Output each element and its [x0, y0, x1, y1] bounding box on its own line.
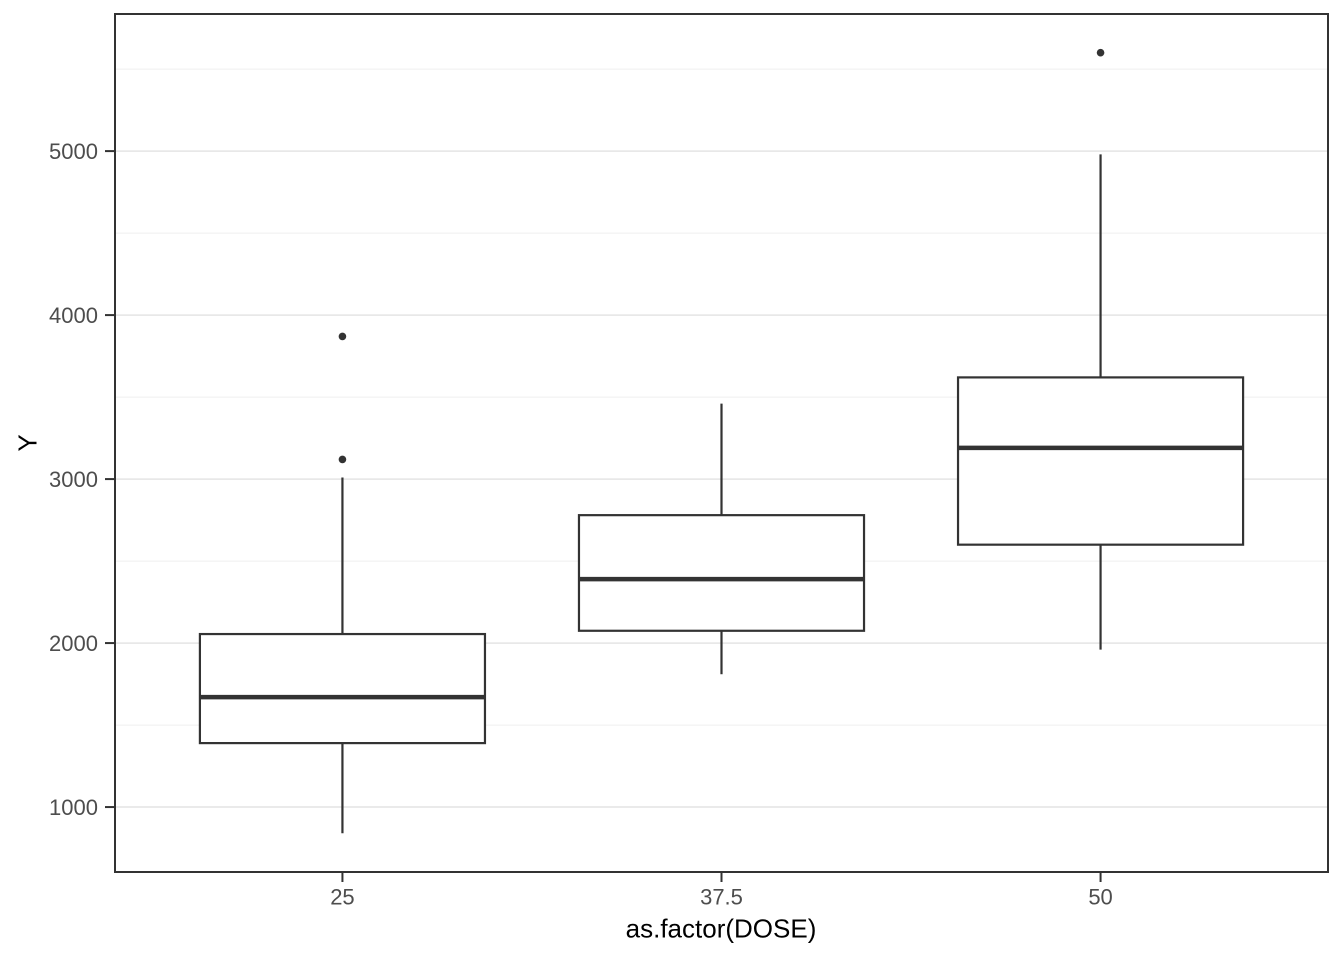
- y-tick-label: 1000: [49, 795, 98, 820]
- iqr-box: [577, 514, 866, 632]
- iqr-box: [198, 632, 487, 745]
- boxplot-37.5: [577, 403, 866, 675]
- y-tick-label: 4000: [49, 303, 98, 328]
- boxplot-25: [198, 332, 487, 834]
- outlier-point: [1096, 48, 1105, 57]
- outlier-point: [338, 455, 347, 464]
- y-axis-title: Y: [12, 434, 43, 452]
- x-tick-label: 37.5: [700, 885, 743, 910]
- y-tick-label: 3000: [49, 467, 98, 492]
- boxplot-50: [956, 48, 1245, 650]
- x-axis-title: as.factor(DOSE): [625, 913, 817, 944]
- iqr-box: [956, 376, 1245, 546]
- y-tick-label: 2000: [49, 631, 98, 656]
- outlier-point: [338, 332, 347, 341]
- x-tick-label: 25: [330, 885, 354, 910]
- y-tick-label: 5000: [49, 139, 98, 164]
- x-tick-label: 50: [1088, 885, 1112, 910]
